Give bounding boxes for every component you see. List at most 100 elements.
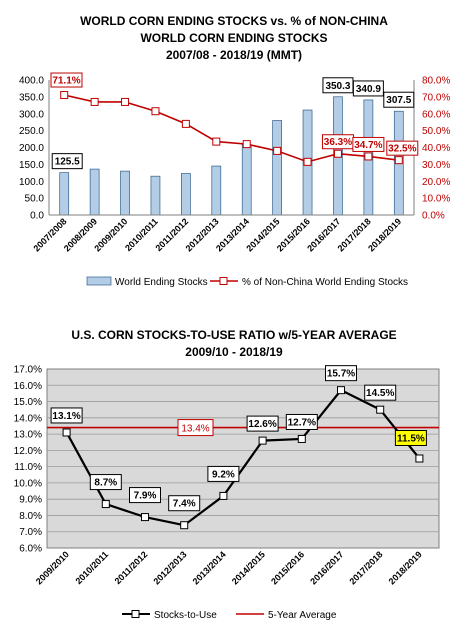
legend-label-5-year-average: 5-Year Average: [268, 610, 337, 621]
point-label-box: [50, 407, 83, 424]
chart1-plot-area: 0.0 50.0 100.0 150.0 200.0 250.0 300.0 350.0 400…: [19, 72, 450, 253]
line-label-text: 32.5%: [388, 144, 416, 155]
chart1-bar-2011-2012: [181, 173, 191, 216]
legend-marker-stocks-to-use: [131, 610, 140, 618]
chart2-point-2016-2017: [337, 386, 345, 395]
chart2-x-label-2011-2012: 2011/2012: [113, 549, 150, 586]
line-label-box: [352, 136, 385, 152]
point-label-text: 8.7%: [94, 478, 117, 489]
chart2-point-label-2017-2018: 14.5%: [364, 384, 397, 401]
chart1-right-tick-label: 70.0%: [422, 92, 450, 103]
point-label-box: [325, 365, 357, 382]
chart1-left-tick-label: 300.0: [19, 109, 44, 120]
chart1-line-point-2014-2015: [273, 146, 282, 155]
chart1-legend: World Ending Stocks % of Non-China World…: [86, 276, 408, 288]
chart2-plot-area: 6.0% 7.0% 8.0% 9.0% 10.0% 11.0% 12.0% 13.0% 14.0…: [14, 365, 440, 586]
chart1-left-tick-label: 0.0: [30, 211, 44, 222]
chart1-line-point-2012-2013: [212, 137, 221, 146]
chart1-title-line1: WORLD CORN ENDING STOCKS vs. % of NON-CH…: [80, 14, 388, 28]
point-label-box: [207, 465, 240, 482]
chart2-y-tick-label: 6.0%: [19, 544, 42, 555]
chart1-right-tick-label: 60.0%: [422, 109, 450, 120]
chart2-y-tick-label: 17.0%: [14, 365, 42, 376]
chart1-line-point-2007-2008: [60, 91, 69, 100]
chart2-point-2010-2011: [101, 500, 110, 509]
chart1-line-point-2011-2012: [181, 119, 190, 128]
chart2-point-label-2018-2019: 11.5%: [394, 430, 427, 446]
chart2-x-label-2010-2011: 2010/2011: [73, 549, 110, 586]
chart1-bar-label-2016-2017: 350.3: [322, 77, 354, 94]
line-label-text: 71.1%: [52, 76, 80, 87]
chart1-left-tick-label: 100.0: [19, 177, 44, 188]
point-label-box: [89, 474, 122, 491]
chart2-y-tick-label: 13.0%: [14, 430, 42, 441]
chart1-bar-label-2018-2019: 307.5: [383, 91, 415, 108]
chart1-line-label-2016-2017: 36.3%: [321, 134, 354, 150]
legend-swatch-world-ending-stocks: [86, 276, 112, 286]
chart2-x-label-2016-2017: 2016/2017: [308, 549, 345, 586]
bar-label-box: [352, 80, 384, 97]
chart1-bar-label-2007-2008: 125.5: [51, 153, 83, 170]
chart1-left-tick-label: 250.0: [19, 126, 44, 137]
chart-world-corn: WORLD CORN ENDING STOCKS vs. % of NON-CH…: [19, 14, 450, 288]
chart2-y-tick-label: 15.0%: [14, 397, 42, 408]
point-label-text: 14.5%: [366, 388, 394, 399]
chart1-left-tick-label: 400.0: [19, 76, 44, 87]
chart2-point-label-2009-2010: 13.1%: [50, 407, 83, 424]
chart2-y-tick-label: 8.0%: [19, 511, 42, 522]
point-label-box: [168, 495, 201, 512]
chart2-x-label-2012-2013: 2012/2013: [151, 549, 188, 586]
chart2-legend: Stocks-to-Use 5-Year Average: [122, 610, 337, 621]
chart1-right-tick-label: 0.0%: [422, 211, 445, 222]
chart1-line-label-2017-2018: 34.7%: [352, 136, 385, 152]
chart2-x-label-2013-2014: 2013/2014: [191, 549, 228, 586]
point-label-box: [246, 415, 279, 432]
point-label-text: 7.4%: [173, 499, 196, 510]
chart1-line-point-2016-2017: [333, 149, 342, 158]
chart2-point-2013-2014: [219, 491, 228, 500]
legend-marker-non-china: [219, 277, 228, 285]
point-label-box: [129, 487, 161, 504]
point-label-text: 7.9%: [134, 491, 157, 502]
line-label-text: 36.3%: [324, 137, 352, 148]
chart1-right-tick-label: 50.0%: [422, 126, 450, 137]
chart1-left-tick-label: 350.0: [19, 92, 44, 103]
chart1-bar-2010-2011: [150, 175, 161, 216]
line-label-text: 34.7%: [354, 140, 382, 151]
chart1-line-point-2017-2018: [364, 152, 373, 161]
chart1-title-line3: 2007/08 - 2018/19 (MMT): [166, 48, 302, 62]
chart1-bar-2012-2013: [211, 165, 222, 216]
chart2-average-label: 13.4%: [177, 419, 214, 437]
chart2-point-2011-2012: [141, 513, 149, 522]
chart2-x-label-2009-2010: 2009/2010: [34, 549, 71, 586]
chart1-x-label-2018-2019: 2018/2019: [366, 216, 403, 253]
chart2-x-label-2015-2016: 2015/2016: [269, 549, 306, 586]
chart1-bar-label-2017-2018: 340.9: [352, 80, 384, 97]
legend-label-non-china: % of Non-China World Ending Stocks: [242, 277, 408, 288]
chart2-x-label-2014-2015: 2014/2015: [230, 549, 267, 586]
chart1-line-non-china: [64, 94, 399, 163]
bar-label-box: [383, 91, 415, 108]
point-label-text: 12.6%: [248, 419, 276, 430]
chart1-line-point-2008-2009: [90, 97, 99, 106]
chart2-line-stocks-to-use: [65, 388, 421, 527]
chart1-line-point-2015-2016: [303, 157, 312, 166]
chart2-point-2017-2018: [376, 405, 385, 414]
chart2-x-label-2018-2019: 2018/2019: [387, 549, 424, 586]
chart1-bar-2014-2015: [272, 120, 282, 216]
chart1-right-tick-label: 20.0%: [422, 177, 450, 188]
point-label-box: [285, 413, 318, 430]
chart1-line-point-2013-2014: [242, 140, 251, 149]
chart1-bar-2008-2009: [89, 168, 100, 216]
chart1-bar-2007-2008: [59, 172, 70, 216]
point-label-text: 12.7%: [288, 417, 316, 428]
legend-label-world-ending-stocks: World Ending Stocks: [115, 277, 208, 288]
chart2-point-2015-2016: [297, 434, 306, 443]
chart2-point-label-2013-2014: 9.2%: [207, 465, 240, 482]
point-label-text: 15.7%: [327, 369, 355, 380]
average-label-text: 13.4%: [181, 424, 209, 435]
chart2-point-label-2012-2013: 7.4%: [168, 495, 201, 512]
chart2-x-label-2017-2018: 2017/2018: [347, 549, 384, 586]
chart2-y-tick-label: 10.0%: [14, 478, 42, 489]
